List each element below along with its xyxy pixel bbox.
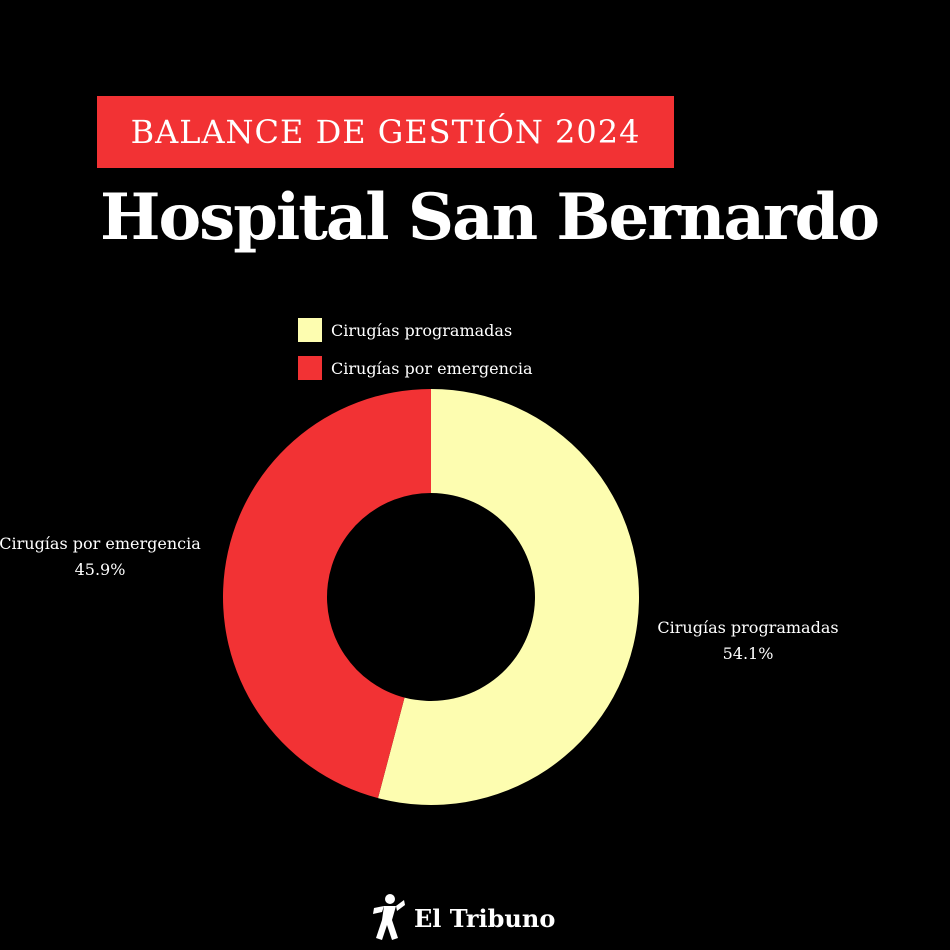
footer-brand: El Tribuno (370, 890, 555, 946)
header-badge: BALANCE DE GESTIÓN 2024 (97, 96, 674, 168)
chart-legend: Cirugías programadas Cirugías por emerge… (298, 318, 533, 394)
slice-label-programadas: Cirugías programadas (657, 618, 838, 637)
legend-swatch-programadas (298, 318, 322, 342)
slice-label-emergencia: Cirugías por emergencia (0, 534, 201, 553)
legend-label-emergencia: Cirugías por emergencia (331, 358, 533, 378)
slice-value-programadas: 54.1% (723, 644, 774, 663)
legend-label-programadas: Cirugías programadas (331, 320, 513, 340)
footer-brand-text: El Tribuno (414, 903, 556, 933)
donut-slice-emergencia (222, 389, 431, 799)
slice-value-emergencia: 45.9% (75, 560, 126, 579)
legend-item-emergencia: Cirugías por emergencia (298, 356, 533, 380)
donut-slice-programadas (378, 389, 639, 805)
legend-item-programadas: Cirugías programadas (298, 318, 533, 342)
el-tribuno-logo-icon (373, 894, 405, 940)
badge-text: BALANCE DE GESTIÓN 2024 (130, 113, 641, 151)
legend-swatch-emergencia (298, 356, 322, 380)
page-title: Hospital San Bernardo (100, 180, 880, 255)
